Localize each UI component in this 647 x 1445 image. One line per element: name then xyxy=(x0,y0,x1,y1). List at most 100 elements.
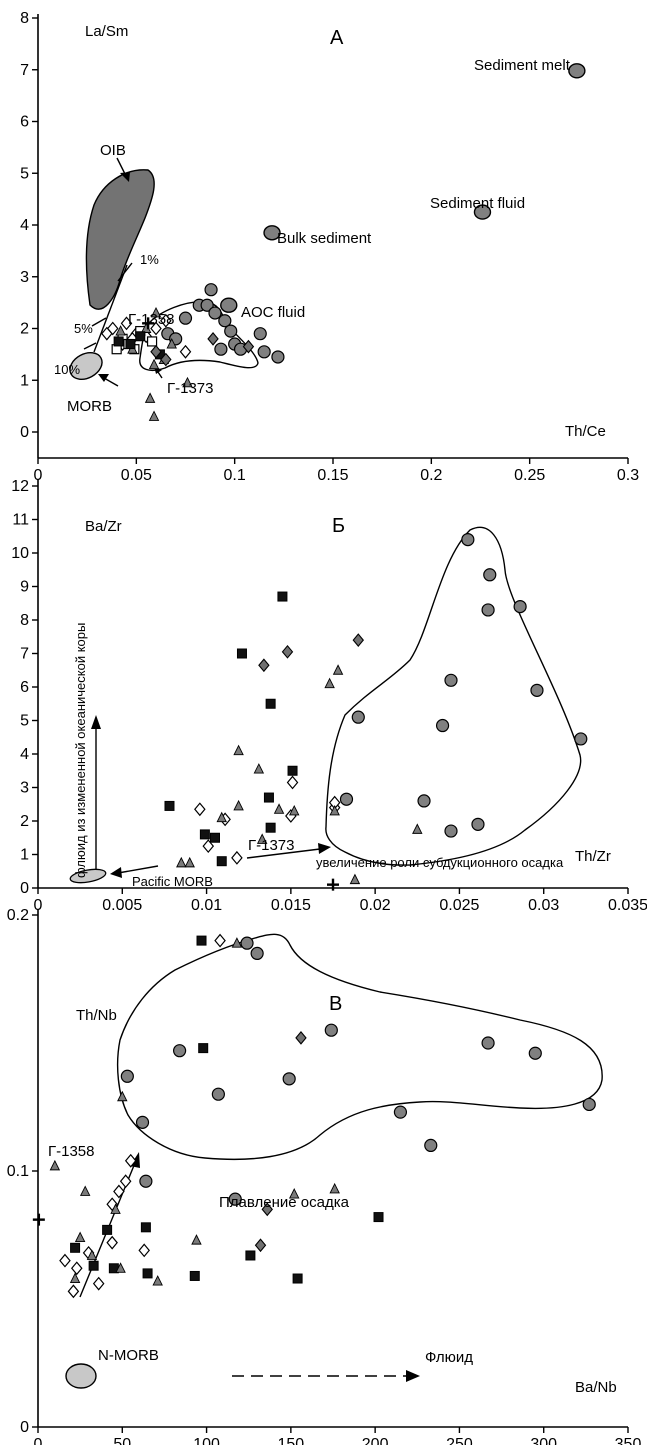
label-sediment-melting-ru: Плавление осадка xyxy=(219,1194,350,1211)
data-point-grey-circle xyxy=(513,599,527,614)
sediment-arrow xyxy=(246,848,321,859)
data-point-grey-triangle xyxy=(144,392,156,403)
data-point-grey-circle xyxy=(435,718,450,733)
data-point-open-diamond xyxy=(119,1174,132,1189)
data-point-grey-circle xyxy=(253,327,267,341)
data-point-grey-circle xyxy=(211,1087,225,1101)
x-tick-label: 0 xyxy=(34,897,43,914)
y-tick-label: 0.2 xyxy=(7,907,29,924)
data-point-grey-circle xyxy=(582,1097,596,1112)
tick-10pct xyxy=(83,342,97,350)
data-point-grey-circle xyxy=(208,306,222,320)
data-point-open-diamond xyxy=(194,802,206,817)
data-point-black-square xyxy=(287,765,298,776)
data-point-grey-diamond xyxy=(258,658,270,673)
y-tick-label: 2 xyxy=(20,813,29,830)
sediment-melt-field-outline xyxy=(116,933,603,1161)
data-point-open-diamond xyxy=(286,775,299,790)
y-tick-label: 3 xyxy=(20,269,29,286)
data-point-open-diamond xyxy=(70,1261,83,1276)
data-point-open-diamond xyxy=(231,850,243,865)
data-point-grey-triangle xyxy=(152,1275,163,1286)
data-point-black-square xyxy=(277,591,288,602)
data-point-black-square xyxy=(245,1250,256,1261)
data-point-open-diamond xyxy=(138,1243,150,1258)
aoc-fluid-arrowhead xyxy=(91,715,101,729)
panel-b-xlabel: Th/Zr xyxy=(575,848,611,865)
x-tick-label: 150 xyxy=(278,1436,305,1445)
panel-b-points xyxy=(164,532,588,891)
panel-a-points xyxy=(101,63,586,421)
x-tick-label: 0.15 xyxy=(317,467,348,484)
data-point-grey-circle xyxy=(139,1174,153,1188)
panel-c-fields xyxy=(65,933,603,1389)
data-point-black-square xyxy=(198,1043,209,1054)
data-point-cross xyxy=(142,317,155,330)
data-point-grey-diamond xyxy=(242,339,255,354)
data-point-open-diamond xyxy=(67,1284,80,1299)
panel-a-labels: La/Sm А Th/Ce OIB 1% 5% 10% MORB Г-1358 … xyxy=(54,23,606,440)
end-member-point xyxy=(473,204,492,220)
arrow-morb xyxy=(103,377,119,387)
data-point-grey-triangle xyxy=(289,1188,300,1199)
data-point-cross xyxy=(327,878,339,891)
data-point-black-square xyxy=(140,1222,151,1233)
data-point-grey-triangle xyxy=(332,664,344,675)
y-tick-label: 8 xyxy=(20,10,29,27)
data-point-grey-circle xyxy=(574,732,588,746)
x-tick-label: 0.025 xyxy=(439,897,479,914)
data-point-grey-diamond xyxy=(352,633,365,647)
data-point-grey-circle xyxy=(481,1036,495,1050)
y-tick-label: 8 xyxy=(20,612,29,629)
data-point-grey-circle xyxy=(257,345,271,359)
pacific-morb-field xyxy=(69,868,107,884)
data-point-grey-diamond xyxy=(160,352,172,367)
x-tick-label: 0.035 xyxy=(608,897,647,914)
x-tick-label: 0.02 xyxy=(360,897,391,914)
label-aoc-fluid: AOC fluid xyxy=(241,304,305,321)
panel-a-ylabel: La/Sm xyxy=(85,23,128,40)
data-point-grey-triangle xyxy=(191,1234,202,1245)
panel-a-letter: А xyxy=(330,27,344,49)
y-tick-label: 1 xyxy=(20,372,29,389)
data-point-grey-circle xyxy=(204,283,218,297)
mixing-line-oib-morb xyxy=(93,264,128,353)
data-point-grey-circle xyxy=(173,1044,187,1058)
data-point-grey-triangle xyxy=(150,306,162,318)
x-tick-label: 0.005 xyxy=(102,897,142,914)
data-point-grey-diamond xyxy=(261,1202,273,1217)
x-tick-label: 350 xyxy=(615,1436,642,1445)
data-point-black-square xyxy=(373,1212,384,1223)
data-point-grey-triangle xyxy=(273,803,285,814)
data-point-grey-triangle xyxy=(412,823,423,834)
data-point-open-diamond xyxy=(113,1184,125,1199)
data-point-grey-diamond xyxy=(150,344,162,359)
data-point-open-diamond xyxy=(124,1153,137,1168)
data-point-black-square xyxy=(210,832,220,843)
data-point-grey-circle xyxy=(461,532,475,547)
data-point-grey-triangle xyxy=(289,804,300,816)
data-point-grey-triangle xyxy=(74,1231,86,1243)
y-tick-label: 0.1 xyxy=(7,1163,29,1180)
y-tick-label: 5 xyxy=(20,713,29,730)
panel-c-letter: В xyxy=(329,993,342,1015)
data-point-grey-circle xyxy=(120,1069,134,1083)
data-point-grey-circle xyxy=(240,936,254,950)
label-10pct: 10% xyxy=(54,362,80,377)
fluid-arrowhead xyxy=(406,1370,420,1382)
x-tick-label: 0.2 xyxy=(420,467,442,484)
data-point-grey-diamond xyxy=(207,331,219,346)
panel-c-ylabel: Th/Nb xyxy=(76,1007,117,1024)
data-point-grey-circle xyxy=(224,324,238,338)
data-point-grey-circle xyxy=(351,710,365,724)
data-point-black-square xyxy=(265,822,276,833)
data-point-grey-triangle xyxy=(324,677,335,689)
data-point-grey-triangle xyxy=(166,338,177,349)
panel-a-ticks: 0 0.05 0.1 0.15 0.2 0.25 0.3 0 1 2 3 4 5 6 7 8 xyxy=(20,10,639,484)
pacific-morb-arrowhead xyxy=(110,867,122,878)
end-member-point xyxy=(220,297,238,313)
data-point-grey-triangle xyxy=(86,1249,98,1260)
data-point-grey-circle xyxy=(528,1046,542,1060)
data-point-grey-circle xyxy=(393,1105,408,1119)
data-point-black-square xyxy=(199,829,210,840)
